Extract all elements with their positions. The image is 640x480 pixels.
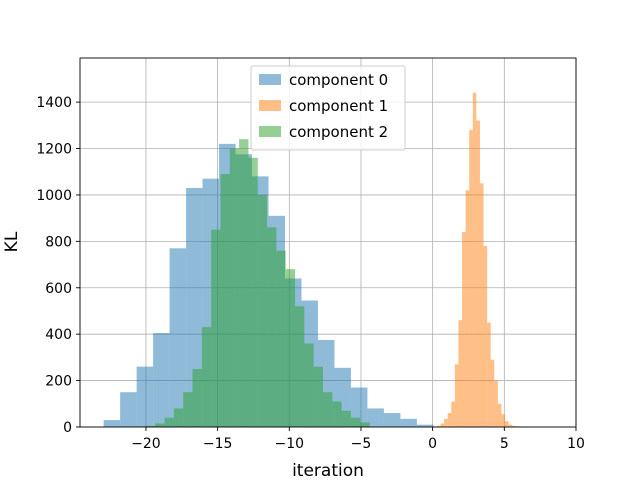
series-1-bar-19 <box>505 421 509 427</box>
series-2-bar-9 <box>229 148 240 427</box>
series-2-bar-7 <box>211 229 221 427</box>
series-2-bar-11 <box>248 157 258 427</box>
y-tick-label-0: 0 <box>63 420 72 436</box>
series-2-bar-19 <box>322 392 333 427</box>
series-2-bar-0 <box>145 425 156 427</box>
series-2-bar-12 <box>257 194 268 427</box>
series-2-bar-1 <box>155 423 165 427</box>
series-2-bar-22 <box>350 417 361 427</box>
series-0-bar-5 <box>186 187 203 427</box>
series-1-bar-0 <box>436 425 441 427</box>
series-2-bar-15 <box>285 269 296 427</box>
series-0-bar-17 <box>383 413 401 427</box>
legend-label-1: component 1 <box>289 97 388 115</box>
y-tick-label-6: 1200 <box>36 142 72 158</box>
series-2-bar-23 <box>360 422 370 427</box>
series-0-bar-3 <box>153 333 170 427</box>
series-1-bar-4 <box>451 401 455 427</box>
series-1-bar-3 <box>447 413 452 427</box>
series-0-bar-18 <box>400 418 417 427</box>
y-axis-label: KL <box>2 231 22 252</box>
series-1-bar-13 <box>483 245 488 427</box>
series-2-bar-17 <box>304 343 314 427</box>
series-1-bar-15 <box>490 359 495 427</box>
series-1-bar-8 <box>465 190 470 427</box>
series-0-bar-0 <box>103 420 121 427</box>
series-1-bar-9 <box>469 129 473 427</box>
series-1-bar-14 <box>487 322 491 427</box>
series-1-bar-1 <box>440 423 445 427</box>
series-1-bar-6 <box>458 320 463 427</box>
series-2-bar-10 <box>239 139 249 427</box>
series-1-bar-2 <box>444 418 448 427</box>
series-1-bar-10 <box>472 92 477 428</box>
series-0-bar-16 <box>367 408 384 427</box>
y-tick-label-3: 600 <box>45 281 72 297</box>
series-2-bar-6 <box>201 327 212 427</box>
x-tick-label-5: 5 <box>500 436 509 452</box>
series-0-bar-19 <box>416 424 434 427</box>
histogram-bars <box>103 92 523 428</box>
series-2-bar-20 <box>332 401 342 427</box>
plot-frame <box>79 57 577 428</box>
legend-box <box>250 65 406 151</box>
series-2-bar-13 <box>267 227 277 427</box>
legend: component 0 component 1 component 2 <box>250 65 406 151</box>
series-2-bar-4 <box>183 392 193 427</box>
series-2-bar-14 <box>276 250 286 427</box>
series-2-bar-16 <box>295 306 305 427</box>
x-tick-label-1: −15 <box>203 436 233 452</box>
series-1-bar-12 <box>479 183 484 427</box>
series-2-bars <box>145 139 370 427</box>
series-2-bar-2 <box>164 417 174 427</box>
y-tick-label-7: 1400 <box>36 95 72 111</box>
x-tick-label-6: 10 <box>567 436 585 452</box>
x-axis-label: iteration <box>292 461 364 480</box>
legend-label-0: component 0 <box>289 71 388 89</box>
series-1-bars <box>436 92 523 428</box>
series-1-bar-20 <box>508 424 513 427</box>
axis-ticks: −20 −15 −10 −5 0 5 10 0 200 400 600 800 1000 1200 1400 <box>36 95 585 452</box>
x-tick-label-4: 0 <box>428 436 437 452</box>
series-0-bar-15 <box>350 387 368 427</box>
series-2-bar-5 <box>192 368 202 427</box>
series-2-bar-8 <box>220 174 230 427</box>
y-tick-label-2: 400 <box>45 327 72 343</box>
series-1-bar-18 <box>501 414 506 427</box>
series-1-bar-11 <box>476 120 480 428</box>
series-1-bar-21 <box>512 425 516 427</box>
series-1-bar-7 <box>462 232 466 427</box>
y-tick-label-4: 800 <box>45 234 72 250</box>
series-1-bar-17 <box>497 403 502 427</box>
series-2-bar-3 <box>173 408 184 427</box>
series-2-bar-18 <box>313 366 323 427</box>
x-tick-label-3: −5 <box>351 436 372 452</box>
legend-swatch-1 <box>259 100 281 111</box>
series-0-bar-4 <box>169 248 187 427</box>
x-tick-label-0: −20 <box>131 436 161 452</box>
series-1-bar-5 <box>454 364 459 427</box>
series-1-bar-16 <box>494 380 498 427</box>
series-0-bar-1 <box>120 392 137 427</box>
y-tick-label-1: 200 <box>45 374 72 390</box>
legend-swatch-2 <box>259 126 281 137</box>
x-tick-label-2: −10 <box>275 436 305 452</box>
series-2-bar-21 <box>341 410 351 427</box>
series-0-bar-2 <box>136 366 154 427</box>
y-tick-label-5: 1000 <box>36 188 72 204</box>
legend-swatch-0 <box>259 74 281 85</box>
legend-label-2: component 2 <box>289 123 388 141</box>
